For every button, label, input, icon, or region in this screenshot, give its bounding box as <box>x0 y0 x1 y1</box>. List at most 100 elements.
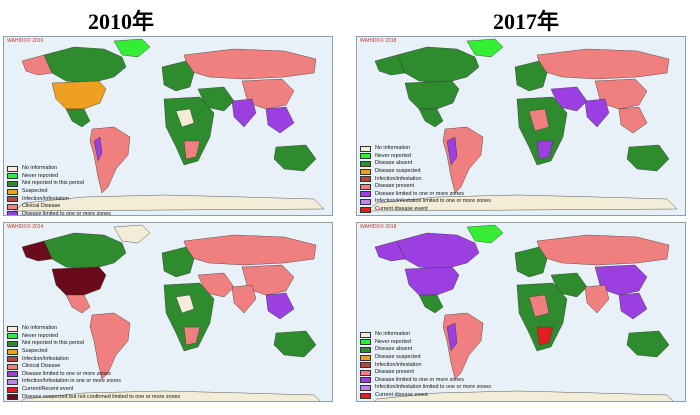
legend-swatch <box>7 363 18 370</box>
europe-region <box>161 60 195 92</box>
legend-item: Disease present <box>360 183 491 191</box>
legend-item: Current disease event <box>360 206 491 214</box>
legend-swatch <box>360 198 371 205</box>
legend-item: Disease suspected <box>360 168 491 176</box>
legend-label: Suspected <box>22 188 48 195</box>
world-map <box>366 38 678 212</box>
legend-label: Not reported in this period <box>22 340 85 347</box>
greenland-region <box>466 224 504 244</box>
world-map <box>13 38 325 212</box>
europe-region <box>514 246 548 278</box>
map-legend: No information Never reported Disease abse… <box>360 331 491 399</box>
canada-region <box>43 232 127 270</box>
legend-item: Disease suspected but not confirmed limi… <box>7 393 180 401</box>
mexico-region <box>418 294 444 314</box>
legend-label: No information <box>375 145 411 152</box>
legend-item: Clinical Disease <box>7 203 111 211</box>
mexico-region <box>65 294 91 314</box>
legend-item: Disease absent <box>360 346 491 354</box>
legend-swatch <box>360 176 371 183</box>
greenland-region <box>113 38 151 58</box>
legend-swatch <box>360 369 371 376</box>
legend-label: Disease limited to one or more zones <box>22 370 111 377</box>
legend-swatch <box>7 378 18 385</box>
legend-swatch <box>360 145 371 152</box>
legend-swatch <box>360 160 371 167</box>
legend-label: Disease suspected but not confirmed limi… <box>22 393 181 400</box>
legend-swatch <box>360 346 371 353</box>
legend-swatch <box>7 188 18 195</box>
australia-region <box>626 330 670 358</box>
legend-swatch <box>360 392 371 399</box>
legend-item: Infection/infestation limited to one or … <box>360 198 491 206</box>
legend-swatch <box>360 153 371 160</box>
map-legend: No information Never reported Not reported… <box>7 325 180 401</box>
legend-swatch <box>360 206 371 213</box>
legend-swatch <box>360 191 371 198</box>
legend-item: Never reported <box>360 339 491 347</box>
legend-label: Disease limited to one or more zones <box>375 190 464 197</box>
map-watermark: WAHID©© 2014 <box>7 224 44 230</box>
legend-swatch <box>7 196 18 203</box>
india-region <box>231 284 257 314</box>
map-panel-2017-top: WAHID©© 2018 No information Never reporte… <box>356 36 686 216</box>
south-america-region <box>89 312 131 380</box>
legend-item: Not reported in this period <box>7 180 111 188</box>
legend-item: Infection/Infestation <box>7 355 180 363</box>
russia-region <box>536 48 670 80</box>
australia-region <box>273 144 317 172</box>
legend-swatch <box>360 331 371 338</box>
map-legend: No information Never reported Disease abse… <box>360 145 491 213</box>
legend-swatch <box>7 165 18 172</box>
legend-swatch <box>7 325 18 332</box>
legend-label: Infection/Infestation <box>22 195 69 202</box>
legend-swatch <box>7 386 18 393</box>
legend-item: No information <box>7 165 111 173</box>
legend-label: No information <box>22 325 58 332</box>
legend-item: No information <box>360 331 491 339</box>
legend-label: Current disease event <box>375 206 428 213</box>
legend-label: Infection/Infestation <box>22 355 69 362</box>
australia-region <box>626 144 670 172</box>
legend-label: No information <box>22 165 58 172</box>
mexico-region <box>418 108 444 128</box>
year-title-2017: 2017年 <box>493 9 560 34</box>
legend-swatch <box>360 362 371 369</box>
legend-item: Infection/infestation <box>360 361 491 369</box>
africa-central <box>528 108 550 132</box>
se-asia-region <box>618 292 648 320</box>
legend-item: Clinical Disease <box>7 363 180 371</box>
legend-swatch <box>360 339 371 346</box>
legend-swatch <box>7 340 18 347</box>
map-watermark: WAHID©© 2018 <box>360 38 397 44</box>
legend-label: Disease suspected <box>375 354 421 361</box>
alaska-region <box>21 240 53 262</box>
se-asia-region <box>265 106 295 134</box>
legend-label: Clinical Disease <box>22 203 61 210</box>
legend-item: Infection/Infestation <box>7 195 111 203</box>
legend-swatch <box>7 333 18 340</box>
legend-item: Disease limited to one or more zones <box>360 191 491 199</box>
legend-swatch <box>360 377 371 384</box>
india-region <box>584 284 610 314</box>
legend-label: Suspected <box>22 348 48 355</box>
mexico-region <box>65 108 91 128</box>
legend-item: No information <box>360 145 491 153</box>
greenland-region <box>113 224 151 244</box>
legend-item: Current/Recent event <box>7 386 180 394</box>
south-america-west <box>446 322 458 352</box>
map-legend: No information Never reported Not reported… <box>7 165 111 216</box>
antarctica-region <box>21 390 321 401</box>
legend-item: Disease suspected <box>360 354 491 362</box>
legend-label: Never reported <box>375 152 411 159</box>
africa-south <box>183 326 201 346</box>
south-america-west <box>93 136 103 162</box>
legend-label: Disease limited to one or more zones <box>22 210 111 216</box>
africa-region <box>516 96 568 166</box>
usa-region <box>404 266 460 296</box>
alaska-region <box>21 54 53 76</box>
legend-swatch <box>360 183 371 190</box>
legend-label: Disease suspected <box>375 168 421 175</box>
legend-swatch <box>7 394 18 401</box>
legend-item: Never reported <box>360 153 491 161</box>
